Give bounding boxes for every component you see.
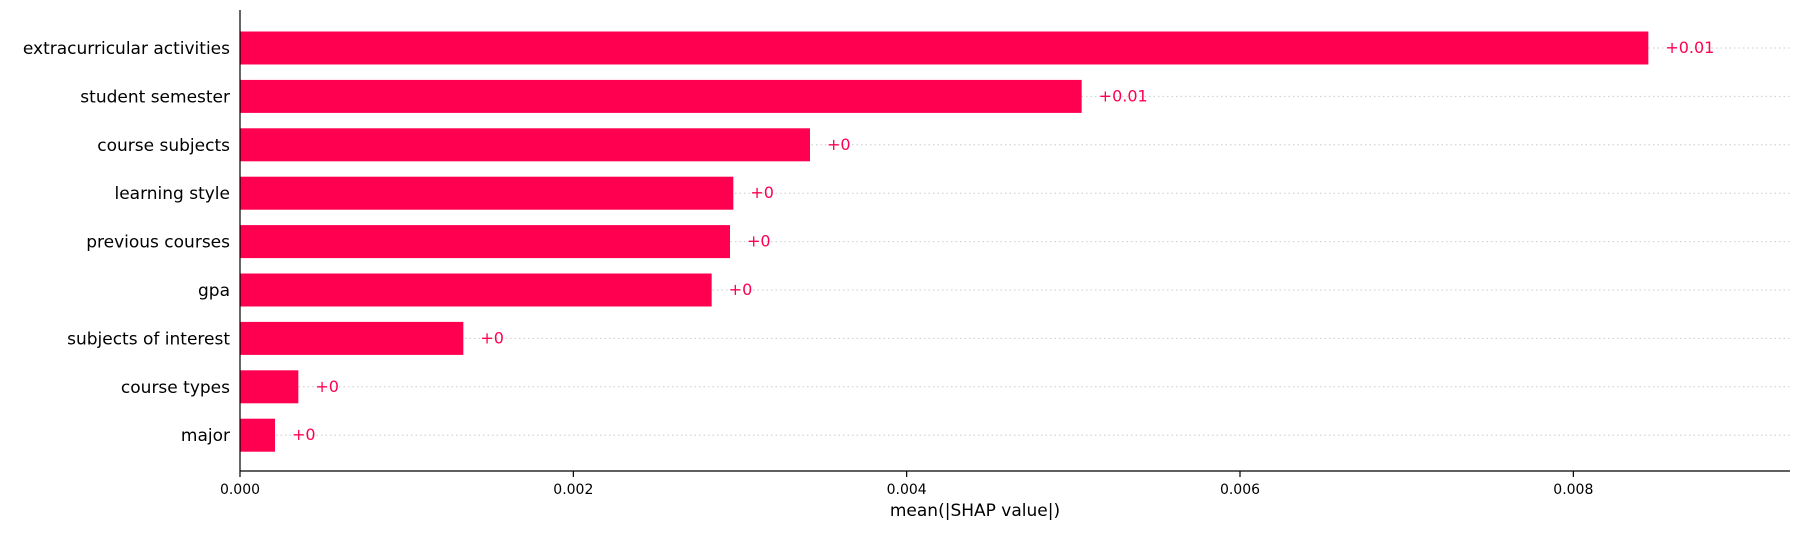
x-tick-label: 0.006: [1220, 482, 1260, 498]
value-label: +0: [729, 280, 753, 299]
bar: [240, 79, 1082, 113]
value-label: +0.01: [1099, 86, 1148, 105]
bar: [240, 128, 810, 162]
value-label: +0: [480, 328, 504, 347]
bar: [240, 176, 734, 210]
x-tick-label: 0.002: [553, 482, 593, 498]
category-label: learning style: [114, 184, 230, 204]
category-label: gpa: [198, 281, 230, 301]
bar-layer: [240, 31, 1649, 452]
x-tick-label: 0.004: [887, 482, 927, 498]
category-label: major: [181, 426, 230, 446]
bar: [240, 370, 299, 404]
value-label: +0: [315, 377, 339, 396]
value-label: +0: [750, 183, 774, 202]
category-label: extracurricular activities: [23, 39, 230, 59]
label-layer: extracurricular activities +0.01 student s…: [23, 38, 1714, 446]
bar: [240, 225, 730, 259]
value-label: +0: [827, 135, 851, 154]
value-label: +0: [292, 425, 316, 444]
category-label: course subjects: [97, 136, 230, 156]
x-tick-label: 0.000: [220, 482, 260, 498]
bar: [240, 273, 712, 307]
category-label: course types: [121, 378, 230, 398]
bar: [240, 31, 1649, 65]
x-axis-title: mean(|SHAP value|): [890, 501, 1060, 521]
x-tick-label: 0.008: [1553, 482, 1593, 498]
category-label: student semester: [80, 87, 230, 107]
bar: [240, 418, 275, 452]
bar: [240, 321, 464, 355]
value-label: +0.01: [1665, 38, 1714, 57]
category-label: previous courses: [86, 233, 230, 253]
category-label: subjects of interest: [67, 329, 230, 349]
value-label: +0: [747, 232, 771, 251]
axis-layer: 0.000 0.002 0.004 0.006 0.008: [220, 10, 1790, 498]
